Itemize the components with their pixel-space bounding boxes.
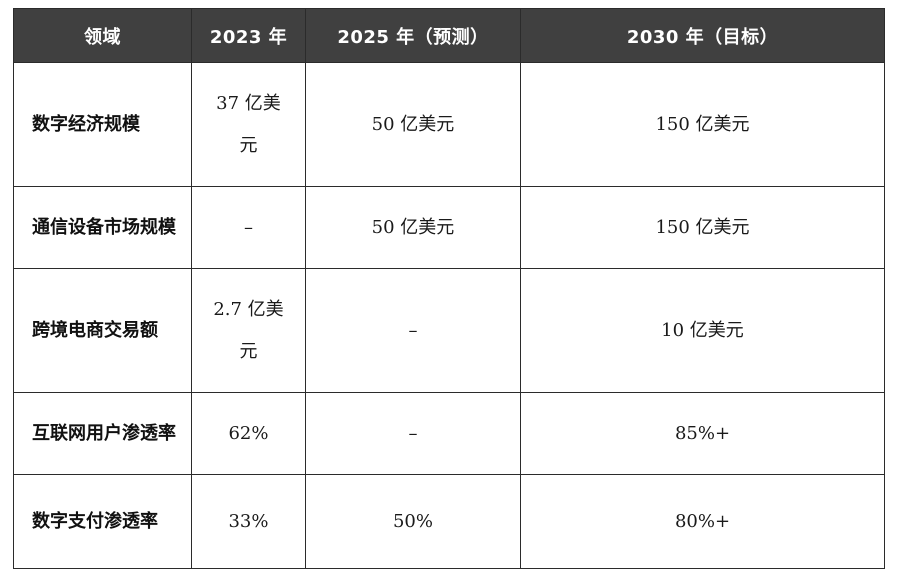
field-cell: 数字支付渗透率: [13, 474, 192, 569]
header-field: 领域: [13, 8, 192, 63]
value-2025-cell: –: [305, 268, 521, 393]
value-2030-cell: 85%+: [520, 392, 885, 475]
value-2023-cell: –: [191, 186, 306, 269]
header-2025: 2025 年（预测）: [305, 8, 521, 63]
value-2023-cell: 62%: [191, 392, 306, 475]
value-2030-cell: 80%+: [520, 474, 885, 569]
value-2030-cell: 150 亿美元: [520, 62, 885, 187]
table-row: 跨境电商交易额 2.7 亿美元 – 10 亿美元: [13, 268, 885, 393]
table-row: 数字支付渗透率 33% 50% 80%+: [13, 474, 885, 569]
field-cell: 互联网用户渗透率: [13, 392, 192, 475]
header-2030: 2030 年（目标）: [520, 8, 885, 63]
table-row: 互联网用户渗透率 62% – 85%+: [13, 392, 885, 475]
table-row: 数字经济规模 37 亿美元 50 亿美元 150 亿美元: [13, 62, 885, 187]
table-row: 通信设备市场规模 – 50 亿美元 150 亿美元: [13, 186, 885, 269]
field-cell: 数字经济规模: [13, 62, 192, 187]
field-cell: 通信设备市场规模: [13, 186, 192, 269]
value-2030-cell: 150 亿美元: [520, 186, 885, 269]
value-2023-cell: 37 亿美元: [191, 62, 306, 187]
value-2025-cell: 50 亿美元: [305, 62, 521, 187]
value-2023-cell: 2.7 亿美元: [191, 268, 306, 393]
header-row: 领域 2023 年 2025 年（预测） 2030 年（目标）: [13, 8, 885, 63]
value-2023-cell: 33%: [191, 474, 306, 569]
value-2025-cell: –: [305, 392, 521, 475]
field-cell: 跨境电商交易额: [13, 268, 192, 393]
digital-economy-table: 领域 2023 年 2025 年（预测） 2030 年（目标） 数字经济规模 3…: [13, 8, 885, 569]
header-2023: 2023 年: [191, 8, 306, 63]
value-2025-cell: 50%: [305, 474, 521, 569]
value-2025-cell: 50 亿美元: [305, 186, 521, 269]
value-2030-cell: 10 亿美元: [520, 268, 885, 393]
